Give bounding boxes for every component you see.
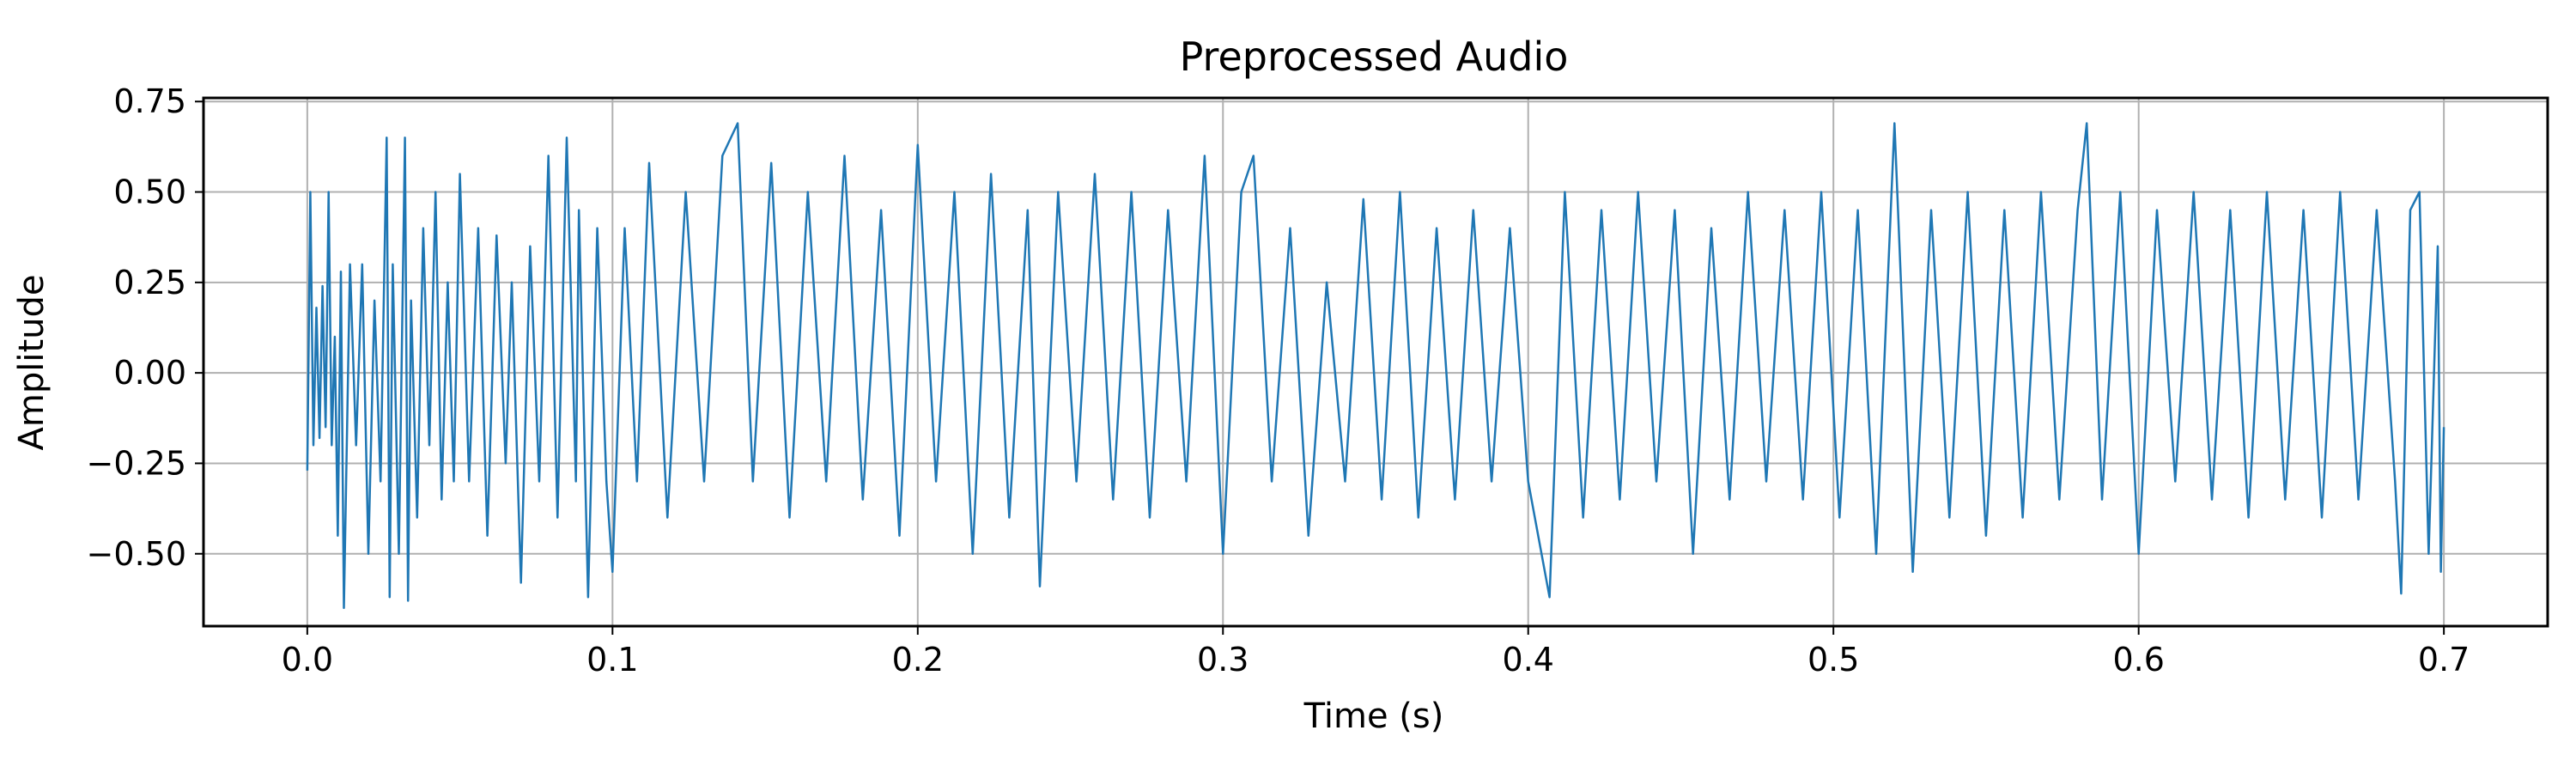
plot-frame (202, 96, 2549, 628)
x-tick-label: 0.2 (892, 641, 944, 679)
y-axis-title: Amplitude (12, 275, 52, 451)
x-tick-label: 0.4 (1503, 641, 1554, 679)
x-tick-label: 0.6 (2112, 641, 2164, 679)
x-axis-title: Time (s) (1303, 697, 1444, 736)
y-tick-label: −0.50 (87, 535, 186, 573)
y-tick-label: 0.25 (113, 264, 186, 301)
x-tick-label: 0.1 (586, 641, 638, 679)
series-layer (306, 122, 2445, 610)
y-tick-label: 0.00 (113, 354, 186, 392)
x-tick-label: 0.5 (1807, 641, 1859, 679)
axis-ticks: 0.0 0.1 0.2 0.3 0.4 0.5 0.6 0.7 0.75 0.50 0.25 0.00… (87, 82, 2470, 679)
x-tick-label: 0.3 (1197, 641, 1249, 679)
x-tick-label: 0.7 (2418, 641, 2470, 679)
x-tick-label: 0.0 (282, 641, 333, 679)
y-tick-label: −0.25 (87, 444, 186, 482)
chart-title: Preprocessed Audio (1180, 33, 1569, 80)
y-tick-label: 0.75 (113, 82, 186, 120)
grid-lines (204, 98, 2548, 626)
waveform-series-line (306, 122, 2445, 610)
y-tick-label: 0.50 (113, 173, 186, 211)
